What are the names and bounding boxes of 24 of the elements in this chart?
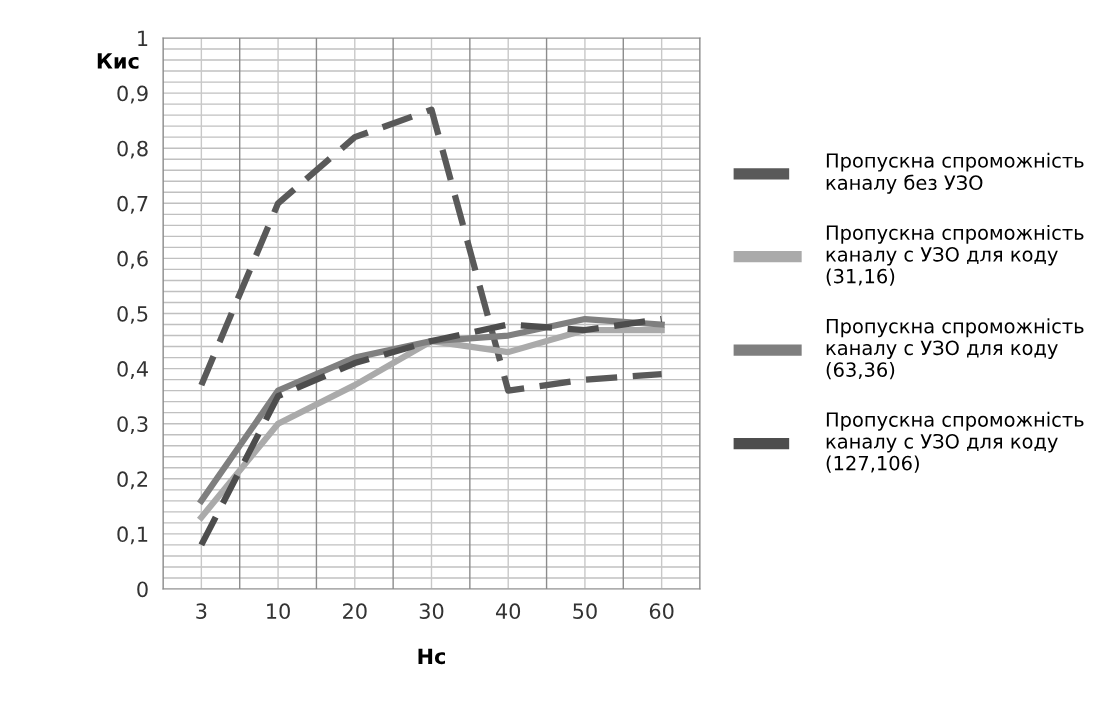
x-tick-label: 20 bbox=[343, 603, 367, 620]
x-tick-label: 50 bbox=[573, 603, 597, 620]
y-tick-label: 0,8 bbox=[117, 140, 148, 159]
legend-label: Пропускна спроможність каналу с УЗО для коду (31,16) bbox=[826, 224, 1084, 286]
y-axis-title: Кис bbox=[97, 53, 139, 69]
y-tick-label: 0,2 bbox=[117, 471, 148, 490]
x-tick-label: 10 bbox=[267, 603, 290, 620]
y-tick-label: 0,1 bbox=[117, 526, 148, 545]
x-tick-label: 40 bbox=[495, 603, 521, 620]
legend-label: Пропускна спроможність каналу с УЗО для коду (127,106) bbox=[826, 411, 1084, 473]
x-axis-title: Нс bbox=[418, 648, 445, 665]
y-tick-label: 0,6 bbox=[117, 250, 148, 269]
y-tick-label: 1 bbox=[138, 30, 148, 46]
y-tick-label: 0 bbox=[137, 581, 148, 598]
y-tick-label: 0,9 bbox=[117, 85, 148, 104]
y-tick-label: 0,3 bbox=[117, 416, 148, 435]
y-tick-label: 0,4 bbox=[117, 361, 148, 379]
legend-label: Пропускна спроможність каналу без УЗО bbox=[826, 152, 1084, 194]
x-tick-label: 3 bbox=[196, 603, 207, 620]
y-tick-label: 0,7 bbox=[117, 195, 148, 214]
legend-label: Пропускна спроможність каналу с УЗО для коду (63,36) bbox=[826, 318, 1084, 380]
y-tick-label: 0,5 bbox=[117, 305, 148, 324]
x-tick-label: 30 bbox=[419, 603, 444, 620]
x-tick-label: 60 bbox=[649, 603, 674, 620]
